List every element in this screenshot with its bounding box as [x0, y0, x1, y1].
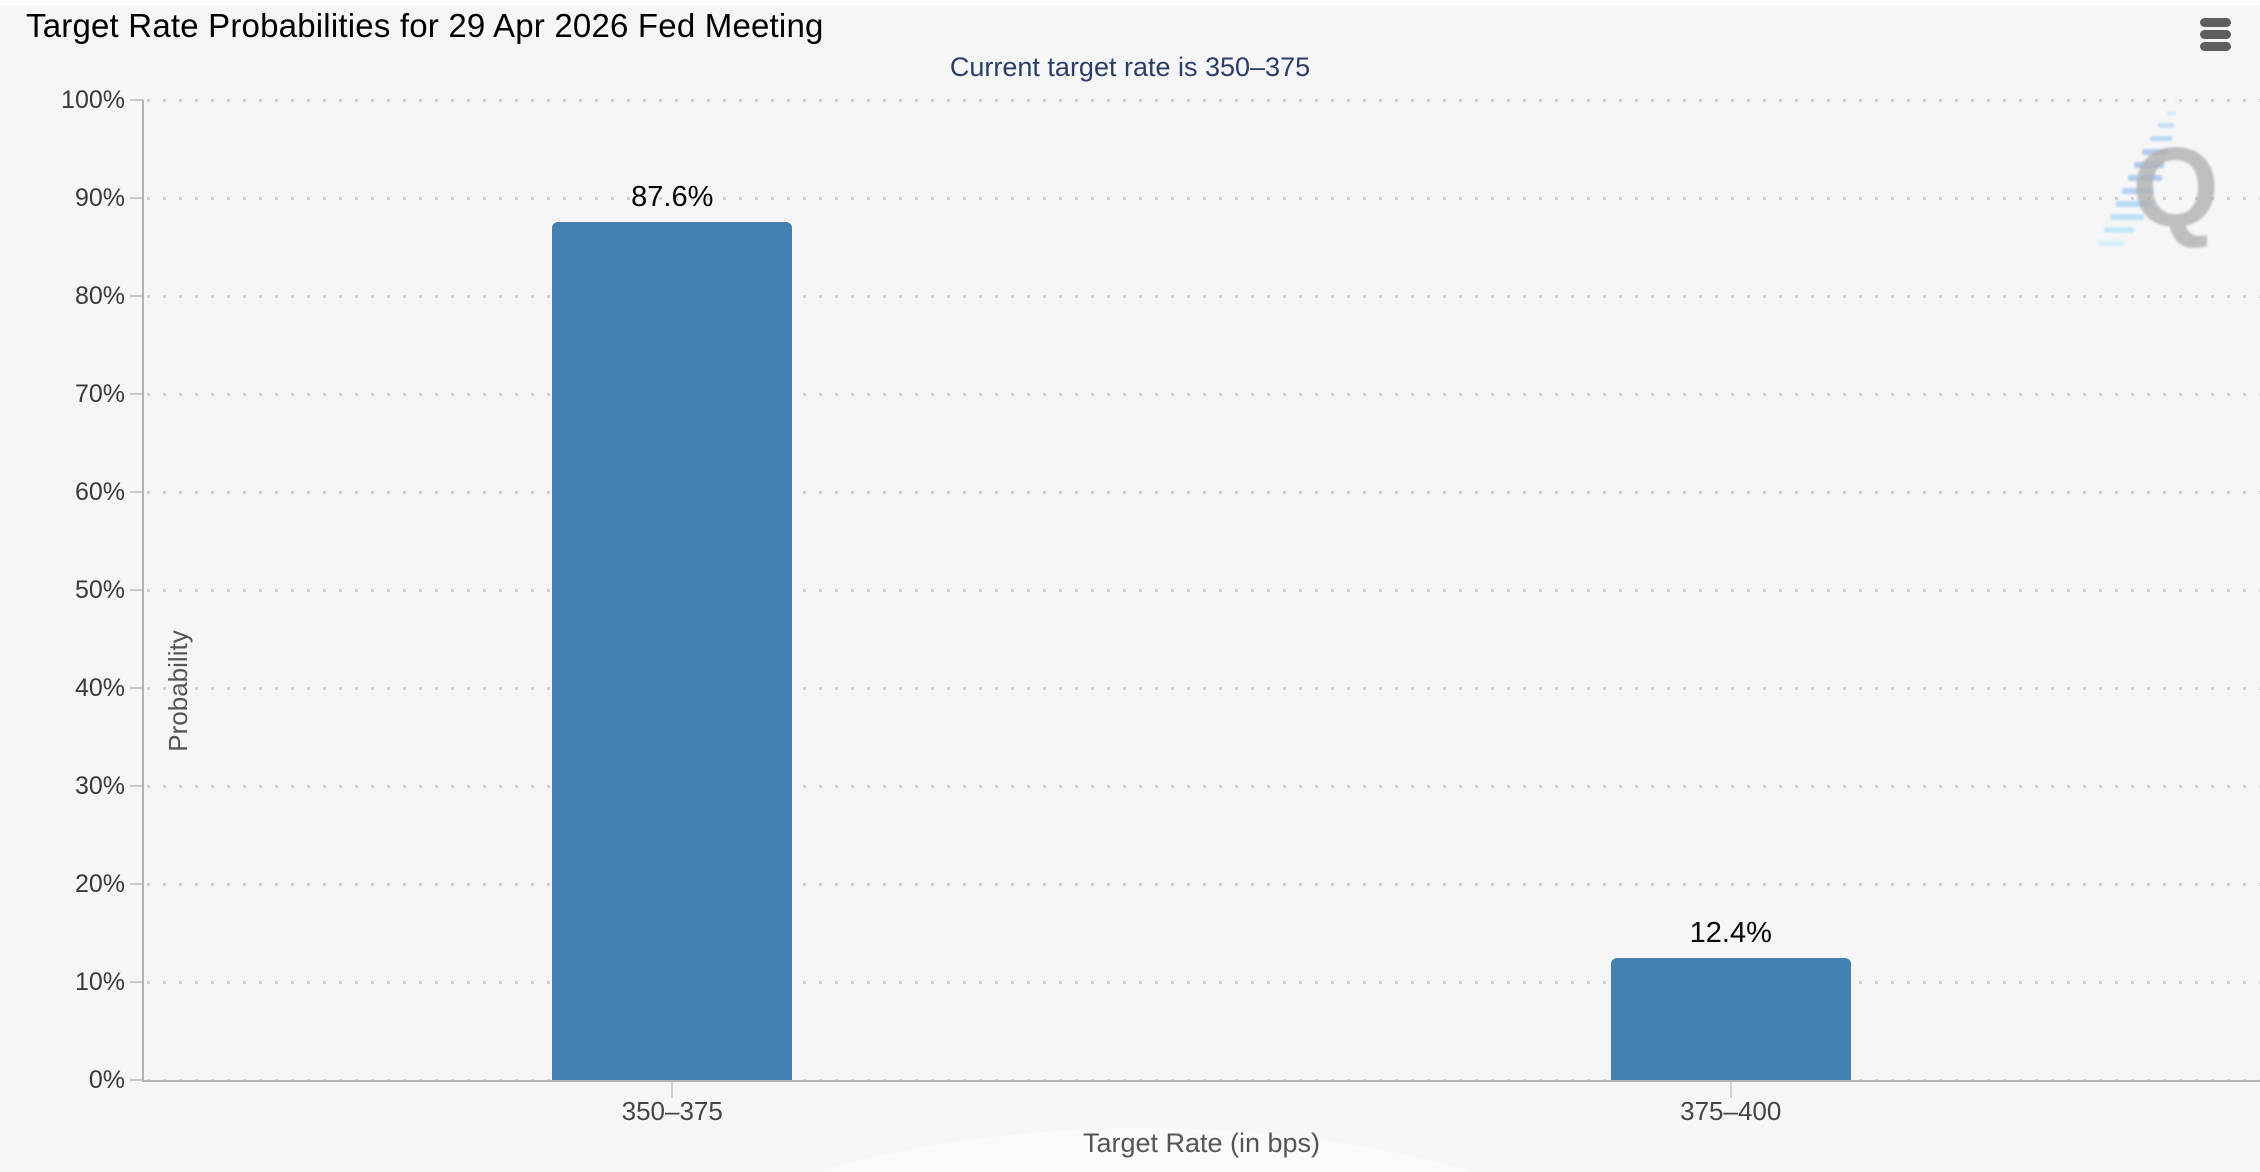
y-tick-label-70: 70%	[74, 380, 125, 408]
y-tick-mark-80	[130, 295, 143, 297]
chart-menu-button[interactable]	[2200, 12, 2240, 56]
gridline-50	[147, 589, 2260, 592]
y-tick-mark-10	[130, 981, 143, 983]
x-axis-line	[142, 1080, 2260, 1082]
y-tick-mark-20	[130, 883, 143, 885]
gridline-10	[147, 981, 2260, 984]
y-tick-label-0: 0%	[88, 1066, 125, 1094]
y-axis-title: Probability	[163, 630, 193, 752]
y-tick-label-60: 60%	[74, 478, 125, 506]
y-tick-mark-70	[130, 393, 143, 395]
gridline-70	[147, 393, 2260, 396]
y-tick-label-50: 50%	[74, 576, 125, 604]
hamburger-icon	[2200, 17, 2231, 27]
x-axis-title: Target Rate (in bps)	[1082, 1128, 1321, 1158]
y-tick-mark-100	[130, 99, 143, 101]
gridline-20	[147, 883, 2260, 886]
y-tick-mark-40	[130, 687, 143, 689]
bar-value-label: 12.4%	[1689, 917, 1772, 950]
gridline-30	[147, 785, 2260, 788]
top-strip	[0, 0, 2260, 5]
y-tick-label-100: 100%	[61, 86, 125, 114]
hamburger-icon	[2200, 41, 2231, 51]
y-tick-label-20: 20%	[74, 870, 125, 898]
y-tick-mark-60	[130, 491, 143, 493]
quikstrike-watermark: Q	[2098, 100, 2219, 250]
watermark-swoosh-stripes	[2098, 100, 2180, 246]
bar-value-label: 87.6%	[631, 180, 714, 213]
y-tick-mark-50	[130, 589, 143, 591]
gridline-100	[147, 99, 2260, 102]
y-tick-label-80: 80%	[74, 282, 125, 310]
x-tick-mark-375–400	[1729, 1082, 1732, 1098]
y-tick-label-30: 30%	[74, 772, 125, 800]
y-tick-label-10: 10%	[74, 968, 125, 996]
y-tick-mark-30	[130, 785, 143, 787]
chart-title: Target Rate Probabilities for 29 Apr 202…	[26, 7, 824, 44]
gridline-90	[147, 197, 2260, 200]
plot-area: Probability 0% 10% 20% 30% 40% 50% 60% 70% 80% 90…	[61, 86, 2260, 1126]
x-category-label: 350–375	[621, 1096, 723, 1126]
chart-subtitle: Current target rate is 350–375	[949, 52, 1311, 82]
gridline-40	[147, 687, 2260, 690]
x-category-label: 375–400	[1680, 1096, 1782, 1126]
y-tick-label-90: 90%	[74, 184, 125, 212]
x-tick-mark-350–375	[671, 1082, 674, 1098]
probability-bar-350–375[interactable]	[552, 221, 793, 1080]
y-tick-mark-0	[130, 1079, 143, 1081]
hamburger-icon	[2200, 29, 2231, 39]
y-tick-mark-90	[130, 197, 143, 199]
watermark-q-letter: Q	[2132, 125, 2219, 250]
gridline-60	[147, 491, 2260, 494]
gridline-80	[147, 295, 2260, 298]
y-tick-label-40: 40%	[74, 674, 125, 702]
y-axis-line	[142, 100, 144, 1082]
probability-bar-375–400[interactable]	[1610, 958, 1851, 1080]
